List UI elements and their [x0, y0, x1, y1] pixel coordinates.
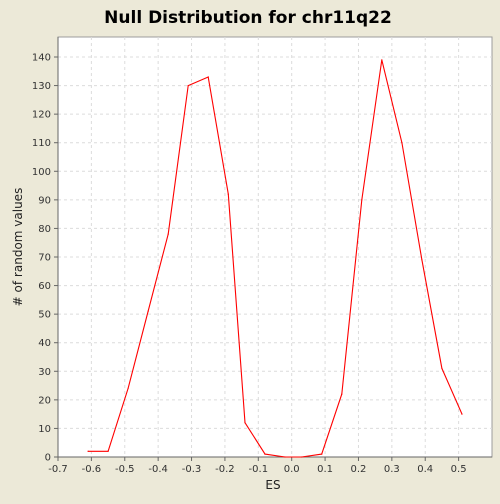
x-tick-label: -0.1 [249, 464, 269, 475]
x-tick-label: -0.4 [148, 464, 168, 475]
data-point [321, 453, 323, 455]
data-point [127, 387, 129, 390]
grid-lines [57, 37, 492, 458]
chart-title: Null Distribution for chr11q22 [104, 8, 392, 28]
plot-area [57, 36, 493, 458]
series-line [88, 59, 463, 458]
x-tick-label: 0.4 [417, 464, 433, 475]
y-tick-label: 90 [38, 195, 51, 206]
x-axis-label: ES [265, 478, 280, 492]
data-point [87, 450, 89, 452]
data-point [244, 422, 246, 424]
data-point [227, 193, 229, 195]
data-point [187, 84, 189, 87]
data-point [107, 450, 109, 452]
y-tick-label: 70 [38, 253, 51, 264]
y-axis-label: # of random values [11, 188, 25, 307]
y-tick-label: 20 [38, 395, 51, 406]
y-tick-label: 50 [38, 310, 51, 321]
y-tick-label: 30 [38, 367, 51, 378]
y-tick-label: 140 [32, 53, 51, 64]
y-tick-label: 40 [38, 338, 51, 349]
data-point [461, 413, 463, 415]
data-point [301, 456, 303, 458]
y-tick-label: 10 [38, 424, 51, 435]
data-point [207, 76, 209, 78]
y-tick-label: 110 [32, 138, 51, 149]
x-tick-label: 0.2 [351, 464, 367, 475]
data-point [284, 456, 286, 458]
y-tick-label: 120 [32, 110, 51, 121]
series-layer [87, 59, 463, 458]
data-point [421, 259, 423, 261]
x-tick-label: -0.7 [48, 464, 68, 475]
data-point [147, 310, 149, 312]
data-point [167, 233, 169, 235]
x-tick-label: 0.1 [317, 464, 333, 475]
axes: -0.7 -0.6 -0.5 -0.4 -0.3 -0.2 -0.1 0.0 0.1 0.2 0.3… [32, 37, 492, 475]
x-tick-label: -0.2 [215, 464, 235, 475]
data-point [381, 59, 383, 61]
data-point [341, 393, 343, 395]
y-tick-label: 60 [38, 281, 51, 292]
y-tick-label: 80 [38, 224, 51, 235]
data-point [361, 199, 363, 201]
data-point [264, 453, 266, 455]
data-point [401, 142, 403, 144]
x-tick-label: -0.5 [115, 464, 135, 475]
y-tick-label: 0 [45, 453, 51, 464]
x-tick-label: 0.5 [451, 464, 467, 475]
y-tick-label: 130 [32, 81, 51, 92]
data-point [441, 367, 443, 370]
x-tick-label: 0.0 [284, 464, 300, 475]
x-tick-label: -0.6 [82, 464, 102, 475]
y-tick-label: 100 [32, 167, 51, 178]
x-tick-label: -0.3 [182, 464, 202, 475]
x-tick-label: 0.3 [384, 464, 400, 475]
